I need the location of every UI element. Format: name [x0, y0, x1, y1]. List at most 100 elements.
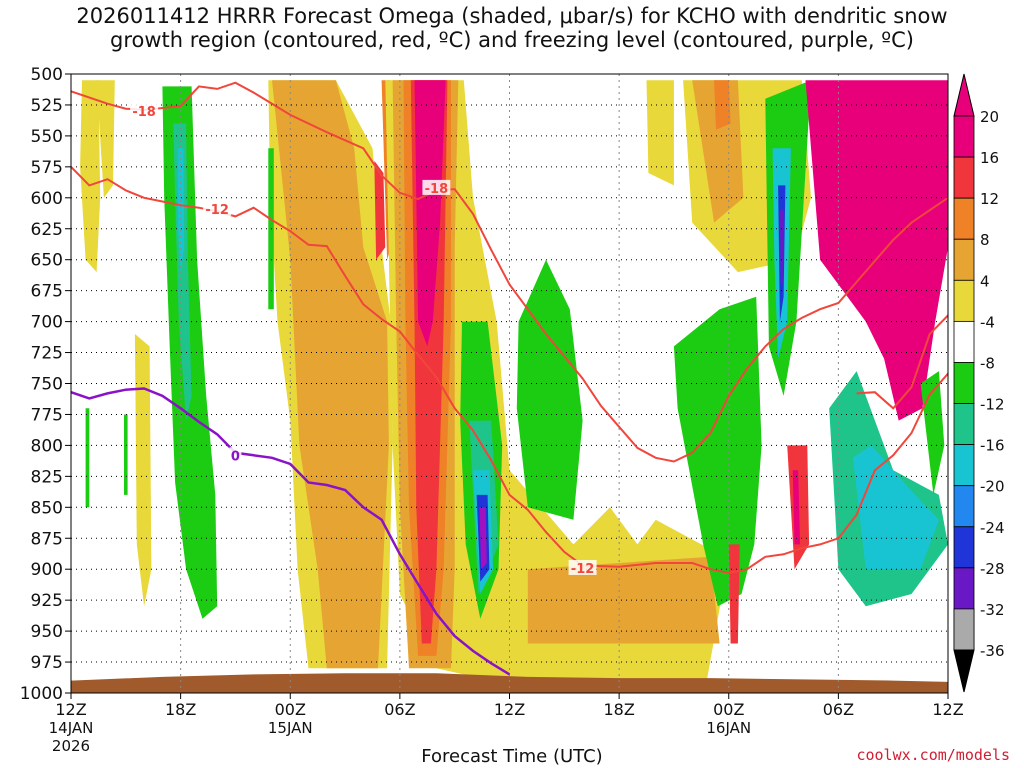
- colorbar-label-4: 4: [980, 272, 990, 290]
- region-warm-18z-top: [646, 80, 674, 186]
- x-tick-label-30: 18Z: [603, 700, 634, 719]
- region-cyan-18z: [177, 148, 185, 273]
- colorbar-label-0: 20: [980, 108, 999, 126]
- region-warm-left-low: [134, 334, 152, 607]
- contour-label-bg-4: [229, 447, 242, 463]
- chart-title-line-1: 2026011412 HRRR Forecast Omega (shaded, …: [76, 4, 948, 28]
- y-tick-label-825: 825: [31, 467, 63, 487]
- contour-label-4: 0: [231, 449, 240, 464]
- y-tick-label-1000: 1000: [20, 684, 63, 704]
- y-tick-label-725: 725: [31, 344, 63, 364]
- y-tick-label-500: 500: [31, 65, 63, 85]
- colorbar-label-5: -4: [980, 313, 995, 331]
- colorbar-legend: 20 16 12 8 4 -4 -8 -12 -16 -20 -24 -28 -32 -36: [953, 73, 1005, 693]
- region-magenta-06z: [414, 80, 446, 347]
- contour-label-bg-1: [203, 200, 232, 216]
- chart-title-line-2: growth region (contoured, red, ºC) and f…: [110, 28, 914, 52]
- colorbar-label-7: -12: [980, 396, 1005, 414]
- y-tick-label-925: 925: [31, 591, 63, 611]
- x-tick-label-6: 18Z: [165, 700, 196, 719]
- y-tick-label-775: 775: [31, 405, 63, 425]
- colorbar-swatch-1: [953, 156, 975, 199]
- y-tick-label-850: 850: [31, 498, 63, 518]
- colorbar-top-arrow: [953, 73, 975, 117]
- x-axis-title: Forecast Time (UTC): [421, 746, 603, 767]
- colorbar-label-1: 16: [980, 149, 999, 167]
- site-credit[interactable]: coolwx.com/models: [856, 746, 1010, 764]
- colorbar-label-11: -28: [980, 560, 1005, 578]
- y-tick-label-550: 550: [31, 127, 63, 147]
- colorbar-swatch-last: [953, 608, 975, 651]
- x-tick-label-18: 06Z: [384, 700, 415, 719]
- region-purple-03z: [779, 210, 784, 285]
- contour-label-bg-2: [422, 179, 451, 195]
- region-green-l2: [124, 414, 128, 495]
- y-tick-label-750: 750: [31, 375, 63, 395]
- y-tick-label-650: 650: [31, 251, 63, 271]
- x-tick-label-42: 06Z: [823, 700, 854, 719]
- x-tick-year-0: 2026: [52, 737, 90, 755]
- colorbar-swatch-8: [953, 444, 975, 487]
- colorbar-label-2: 12: [980, 190, 999, 208]
- chart-title: 2026011412 HRRR Forecast Omega (shaded, …: [0, 4, 1024, 52]
- x-tick-label-0: 12Z: [55, 700, 86, 719]
- terrain: [71, 673, 948, 693]
- colorbar-swatch-4: [953, 279, 975, 322]
- y-tick-label-625: 625: [31, 220, 63, 240]
- colorbar-label-13: -36: [980, 642, 1005, 660]
- x-tick-date-36: 16JAN: [706, 719, 751, 737]
- y-tick-label-975: 975: [31, 653, 63, 673]
- colorbar-swatch-2: [953, 197, 975, 240]
- contour-label-3: -12: [571, 562, 595, 577]
- x-tick-label-36: 00Z: [713, 700, 744, 719]
- x-tick-label-12: 00Z: [275, 700, 306, 719]
- y-tick-label-800: 800: [31, 436, 63, 456]
- colorbar-label-12: -32: [980, 601, 1005, 619]
- x-tick-date-0: 14JAN: [49, 719, 94, 737]
- colorbar-swatch-6: [953, 362, 975, 404]
- colorbar-label-9: -20: [980, 478, 1005, 496]
- axes: 500 525 550 575 600 625 650 675 700 725 750 775 800 8…: [20, 65, 964, 755]
- region-warm-l1: [80, 80, 101, 273]
- region-green-l1: [85, 408, 90, 508]
- y-tick-label-675: 675: [31, 282, 63, 302]
- contour-label-bg-3: [568, 559, 597, 575]
- colorbar-swatch-9: [953, 485, 975, 528]
- region-warm-l2: [96, 80, 115, 198]
- contour-label-0: -18: [132, 105, 156, 120]
- x-tick-label-24: 12Z: [494, 700, 525, 719]
- x-tick-label-48: 12Z: [932, 700, 963, 719]
- colorbar-swatch-10: [953, 526, 975, 569]
- region-gold-21z-top: [692, 80, 744, 223]
- region-green-00z-mid: [673, 296, 762, 607]
- colorbar-swatch-11: [953, 567, 975, 610]
- colorbar-label-10: -24: [980, 519, 1005, 537]
- region-red-00z-low: [728, 544, 740, 644]
- region-teal-18z: [173, 123, 192, 421]
- y-tick-label-875: 875: [31, 529, 63, 549]
- y-tick-label-700: 700: [31, 313, 63, 333]
- y-tick-label-900: 900: [31, 560, 63, 580]
- colorbar-label-6: -8: [980, 354, 995, 372]
- colorbar-label-3: 8: [980, 231, 990, 249]
- red-contour-minus-18-right: [856, 314, 948, 410]
- red-contour-minus-18-left: [71, 81, 948, 463]
- contour-label-2: -18: [425, 182, 449, 197]
- y-tick-label-950: 950: [31, 622, 63, 642]
- x-tick-date-12: 15JAN: [268, 719, 313, 737]
- region-gold-12z-low: [527, 556, 720, 644]
- region-green-15z: [516, 259, 583, 520]
- region-red-03z: [374, 160, 386, 260]
- contour-label-1: -12: [205, 203, 229, 218]
- contour-labels: -18 -12 -18 -12 0: [130, 103, 597, 577]
- colorbar-bottom-arrow: [953, 649, 975, 693]
- region-purple-12z: [479, 507, 487, 570]
- region-orange-00z-top: [714, 80, 731, 130]
- colorbar-label-8: -16: [980, 437, 1005, 455]
- colorbar-swatch-3: [953, 238, 975, 281]
- y-tick-label-525: 525: [31, 96, 63, 116]
- y-tick-label-600: 600: [31, 189, 63, 209]
- region-gold-00z: [272, 80, 389, 669]
- colorbar-swatch-0: [953, 115, 975, 158]
